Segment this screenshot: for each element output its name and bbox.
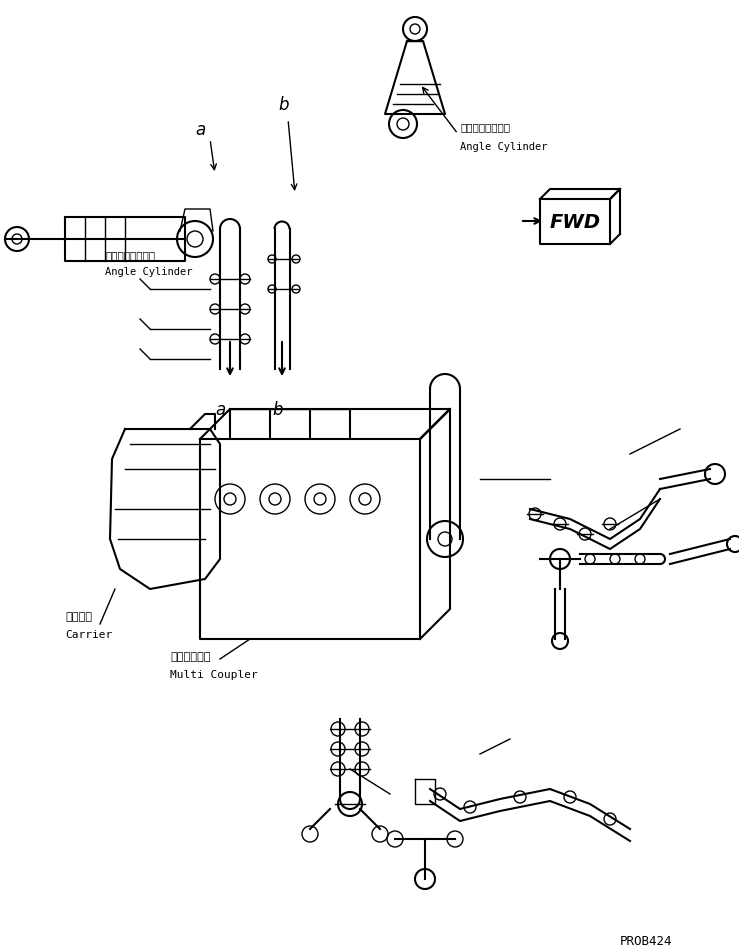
Circle shape	[359, 493, 371, 506]
Text: マルチカプラ: マルチカプラ	[170, 651, 211, 662]
Text: アングルシリンダ: アングルシリンダ	[105, 249, 155, 260]
Circle shape	[269, 493, 281, 506]
Text: FWD: FWD	[550, 213, 601, 231]
Text: b: b	[278, 96, 288, 114]
Text: キャリア: キャリア	[65, 611, 92, 622]
Circle shape	[314, 493, 326, 506]
Text: a: a	[195, 121, 205, 139]
Text: Carrier: Carrier	[65, 629, 112, 640]
Text: Multi Coupler: Multi Coupler	[170, 669, 258, 680]
Text: PROB424: PROB424	[620, 934, 672, 947]
Text: Angle Cylinder: Angle Cylinder	[105, 267, 192, 277]
Circle shape	[224, 493, 236, 506]
Text: Angle Cylinder: Angle Cylinder	[460, 142, 548, 151]
Text: b: b	[272, 401, 282, 419]
Text: アングルシリンダ: アングルシリンダ	[460, 122, 510, 132]
Text: a: a	[215, 401, 225, 419]
